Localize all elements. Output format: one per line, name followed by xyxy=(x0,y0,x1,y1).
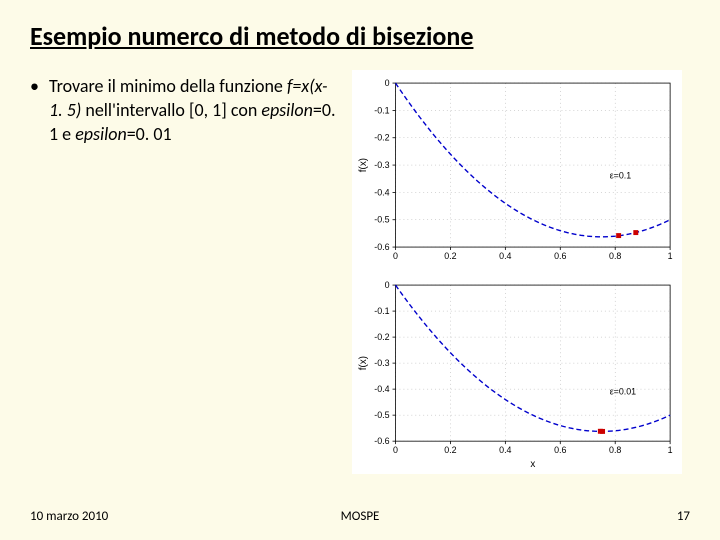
svg-text:ε=0.1: ε=0.1 xyxy=(610,171,632,181)
svg-text:0.6: 0.6 xyxy=(554,251,566,261)
bullet-area: • Trovare il minimo della funzione f=x(x… xyxy=(30,70,340,474)
slide: Esempio numerco di metodo di bisezione •… xyxy=(0,0,720,540)
svg-text:-0.5: -0.5 xyxy=(374,410,389,420)
svg-text:0: 0 xyxy=(385,78,390,88)
svg-text:0.2: 0.2 xyxy=(444,445,456,455)
svg-text:0.8: 0.8 xyxy=(609,251,621,261)
svg-text:-0.6: -0.6 xyxy=(374,242,389,252)
svg-text:0: 0 xyxy=(393,445,398,455)
svg-text:1: 1 xyxy=(668,251,673,261)
svg-text:0.4: 0.4 xyxy=(499,445,511,455)
svg-text:-0.3: -0.3 xyxy=(374,160,389,170)
bullet-eps2-name: epsilon xyxy=(75,123,127,145)
svg-text:-0.6: -0.6 xyxy=(374,436,389,446)
chart-top-svg: 0 0.2 0.4 0.6 0.8 1 -0.6 -0.5 -0.4 -0.3 -0.2 -0.1 0 ε… xyxy=(354,72,680,270)
footer-date: 10 marzo 2010 xyxy=(30,509,108,524)
chart-top: 0 0.2 0.4 0.6 0.8 1 -0.6 -0.5 -0.4 -0.3 -0.2 -0.1 0 ε… xyxy=(354,72,680,270)
svg-text:-0.2: -0.2 xyxy=(374,133,389,143)
svg-text:0.8: 0.8 xyxy=(609,445,621,455)
svg-text:-0.4: -0.4 xyxy=(374,384,389,394)
svg-text:0.6: 0.6 xyxy=(554,445,566,455)
bullet-prefix: Trovare il minimo della funzione xyxy=(49,75,287,97)
svg-text:-0.3: -0.3 xyxy=(374,358,389,368)
bullet-dot-icon: • xyxy=(30,74,39,98)
bullet-eps2-val: =0. 01 xyxy=(127,123,172,145)
svg-text:f(x): f(x) xyxy=(358,158,369,172)
footer: 10 marzo 2010 MOSPE 17 xyxy=(30,509,690,524)
svg-text:0.4: 0.4 xyxy=(499,251,511,261)
svg-text:-0.1: -0.1 xyxy=(374,306,389,316)
bullet-eps1-name: epsilon xyxy=(261,99,313,121)
content-row: • Trovare il minimo della funzione f=x(x… xyxy=(30,70,690,474)
svg-text:0: 0 xyxy=(385,280,390,290)
chart-bottom: 0 0.2 0.4 0.6 0.8 1 -0.6 -0.5 -0.4 -0.3 -0.2 -0.1 0 ε… xyxy=(354,274,680,472)
charts-area: 0 0.2 0.4 0.6 0.8 1 -0.6 -0.5 -0.4 -0.3 -0.2 -0.1 0 ε… xyxy=(352,70,682,474)
bullet-mid: nell'intervallo [0, 1] con xyxy=(81,99,261,121)
chart-bottom-svg: 0 0.2 0.4 0.6 0.8 1 -0.6 -0.5 -0.4 -0.3 -0.2 -0.1 0 ε… xyxy=(354,274,680,472)
svg-text:-0.5: -0.5 xyxy=(374,215,389,225)
bullet-item: • Trovare il minimo della funzione f=x(x… xyxy=(30,74,340,146)
bullet-text: Trovare il minimo della funzione f=x(x-1… xyxy=(49,74,340,146)
svg-text:x: x xyxy=(530,459,535,470)
svg-text:-0.1: -0.1 xyxy=(374,105,389,115)
svg-text:-0.4: -0.4 xyxy=(374,187,389,197)
svg-text:f(x): f(x) xyxy=(358,356,369,370)
svg-text:1: 1 xyxy=(668,445,673,455)
svg-text:0.2: 0.2 xyxy=(444,251,456,261)
footer-center: MOSPE xyxy=(341,509,380,524)
svg-text:ε=0.01: ε=0.01 xyxy=(610,386,636,396)
slide-title: Esempio numerco di metodo di bisezione xyxy=(30,20,690,52)
svg-text:0: 0 xyxy=(393,251,398,261)
svg-text:-0.2: -0.2 xyxy=(374,332,389,342)
footer-page: 17 xyxy=(677,509,690,524)
